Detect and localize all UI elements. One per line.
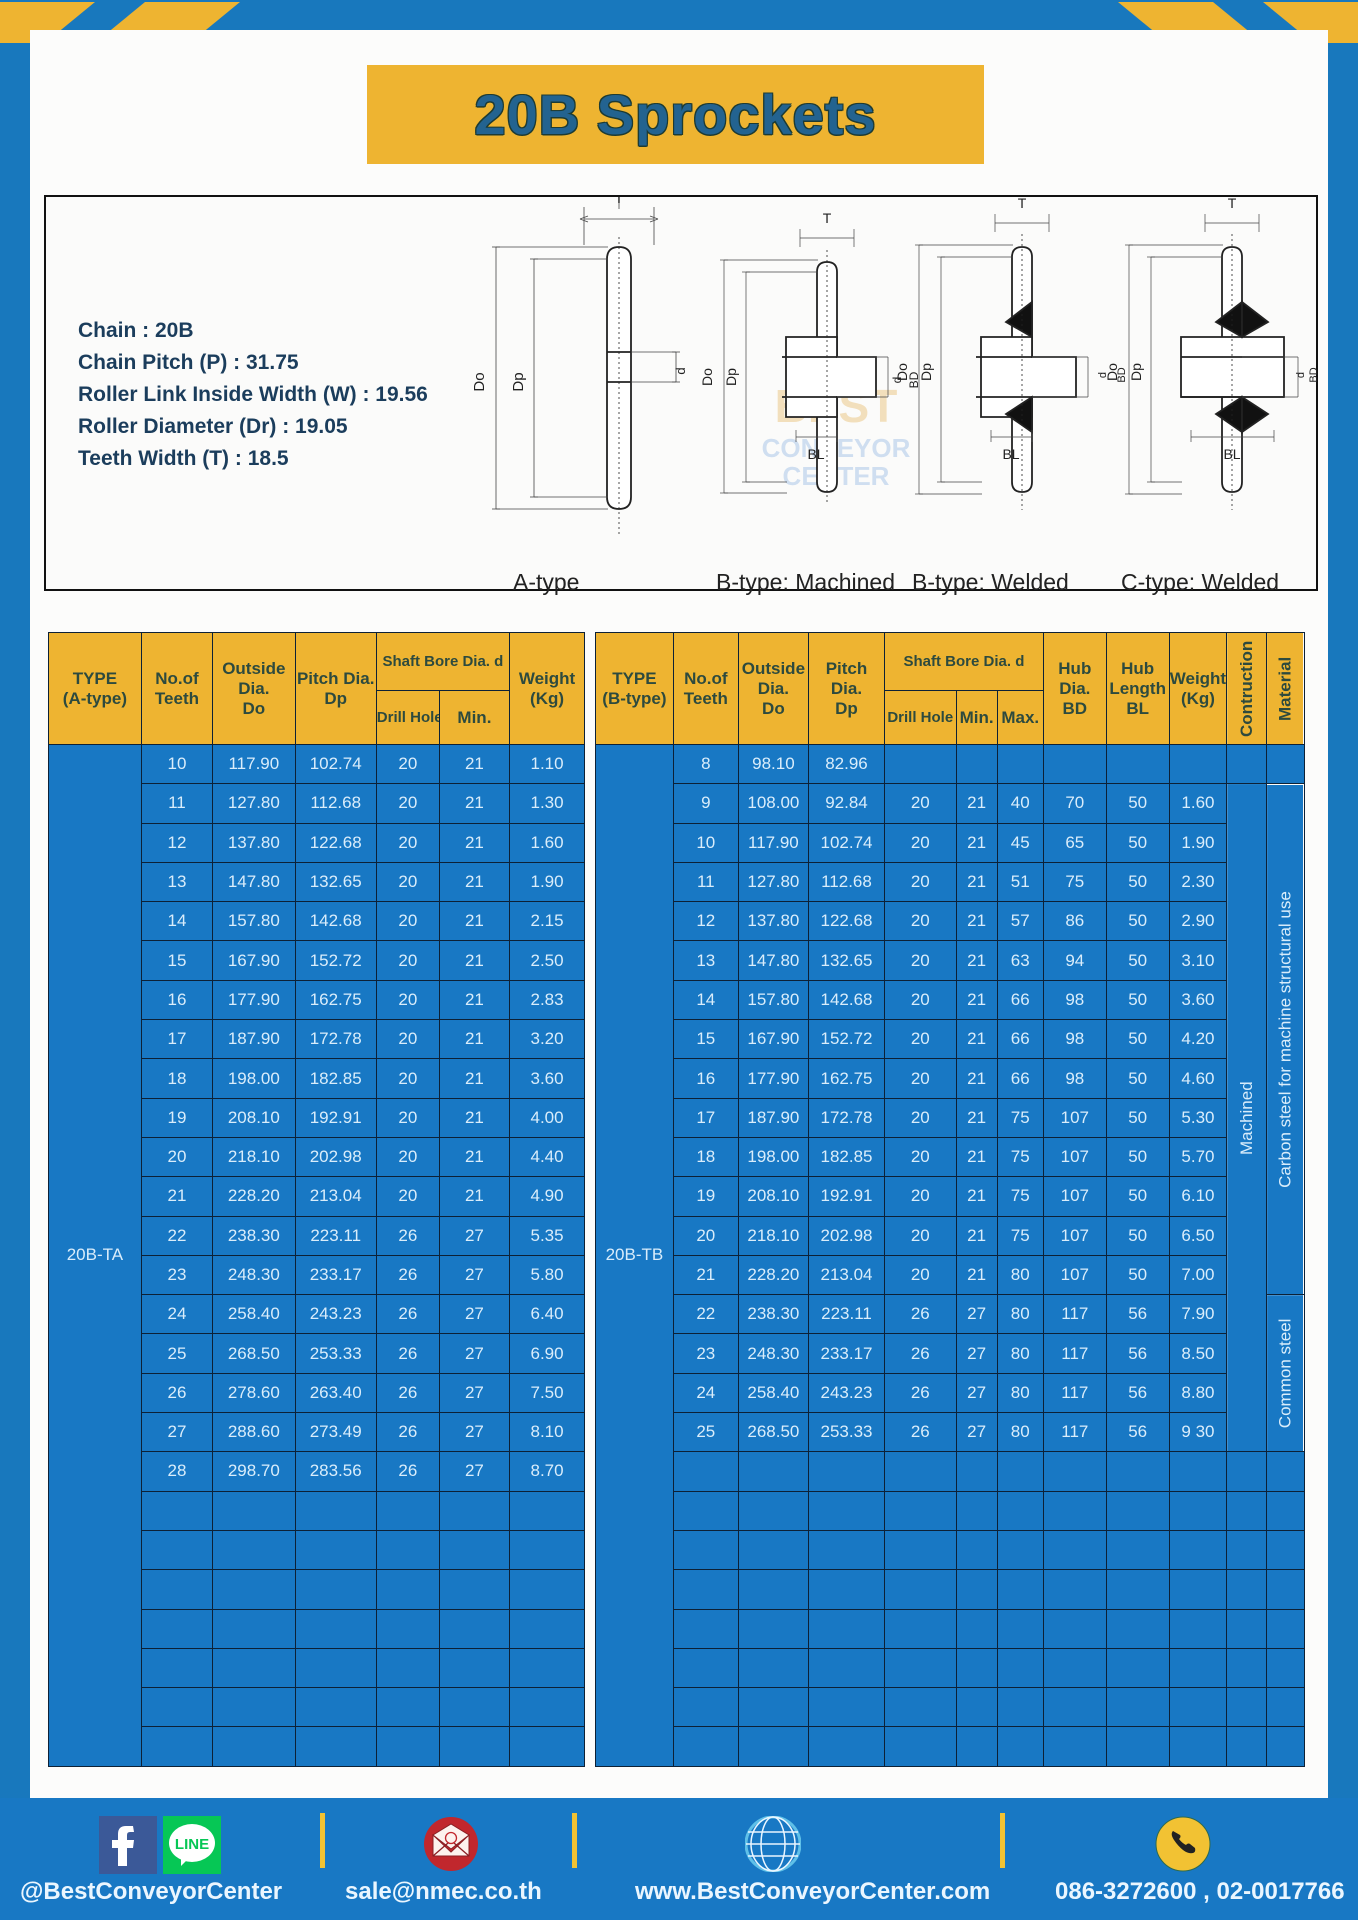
svg-text:LINE: LINE bbox=[175, 1836, 209, 1853]
svg-text:Dp: Dp bbox=[918, 363, 934, 381]
svg-text:Do: Do bbox=[699, 368, 715, 386]
svg-text:BL: BL bbox=[1223, 446, 1240, 462]
svg-text:Do: Do bbox=[894, 363, 910, 381]
svg-text:T: T bbox=[1018, 197, 1027, 211]
svg-text:Dp: Dp bbox=[510, 372, 527, 391]
svg-text:BL: BL bbox=[807, 446, 824, 462]
svg-text:Do: Do bbox=[1104, 363, 1120, 381]
svg-text:BD: BD bbox=[1308, 367, 1320, 382]
svg-text:T: T bbox=[823, 210, 832, 226]
svg-text:BL: BL bbox=[1002, 446, 1019, 462]
svg-text:d: d bbox=[1295, 372, 1307, 378]
svg-text:T: T bbox=[614, 197, 623, 207]
svg-text:T: T bbox=[1228, 197, 1237, 211]
svg-text:Dp: Dp bbox=[1128, 363, 1144, 381]
svg-text:Dp: Dp bbox=[723, 368, 739, 386]
svg-text:Do: Do bbox=[471, 372, 488, 391]
svg-text:d: d bbox=[673, 367, 688, 374]
